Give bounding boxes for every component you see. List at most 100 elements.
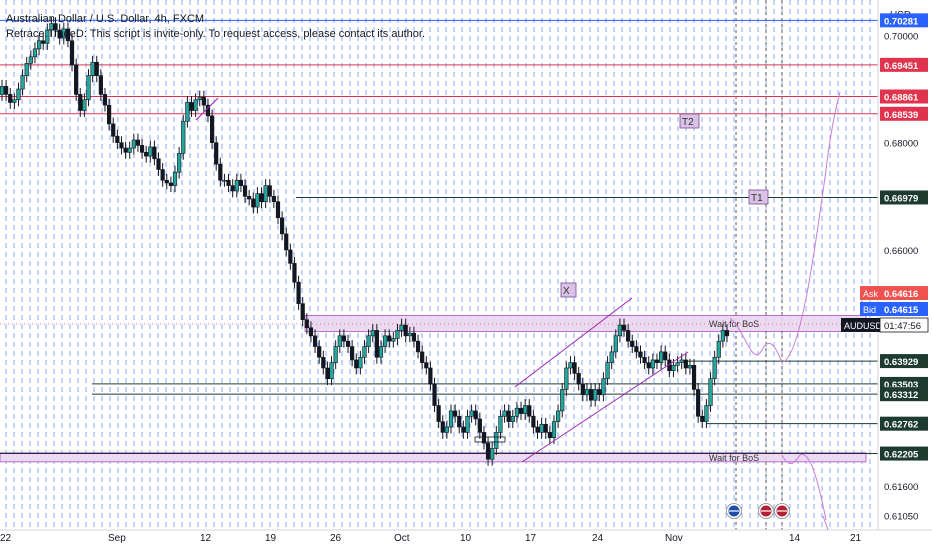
candle (247, 196, 252, 200)
countdown: 01:47:56 (884, 321, 921, 332)
candle (61, 28, 66, 39)
time-axis[interactable] (0, 530, 932, 550)
candle (696, 389, 701, 417)
symbol-tag: AUDUSD (844, 321, 883, 331)
candle (518, 407, 524, 414)
candle (572, 362, 577, 374)
ask-price: 0.64616 (884, 289, 918, 300)
candle (469, 410, 474, 417)
candle (65, 28, 71, 42)
candle (32, 48, 38, 58)
candle (57, 29, 62, 39)
x-tick-label: 22 (0, 533, 12, 544)
candle (168, 182, 173, 186)
level-price-label: 0.62762 (884, 420, 918, 431)
level-price-label: 0.68539 (884, 110, 918, 121)
candle (556, 410, 561, 422)
candle (317, 346, 322, 358)
candle (613, 335, 618, 353)
candle (94, 61, 99, 76)
projection-tail (822, 515, 829, 531)
candle (345, 340, 351, 347)
candle (560, 389, 565, 412)
projection-path-up (729, 91, 841, 363)
x-tick-label: 19 (265, 533, 277, 544)
candle (708, 378, 713, 406)
candle (704, 405, 709, 422)
candle (131, 139, 136, 149)
candle (111, 123, 116, 137)
wait-for-bos-zone (304, 315, 867, 332)
level-price-label: 0.66979 (884, 193, 918, 204)
candle (547, 432, 552, 439)
bid-price: 0.64615 (884, 305, 919, 316)
candle (531, 415, 536, 428)
candle (650, 359, 655, 369)
candle (395, 330, 400, 339)
candle (152, 146, 157, 160)
candle (0, 86, 5, 95)
candle (679, 359, 684, 363)
candle (41, 40, 46, 44)
channel-lower (521, 351, 689, 463)
candle (601, 378, 606, 396)
candle (82, 99, 87, 111)
candle (209, 115, 215, 143)
candle (115, 135, 120, 143)
candle (712, 356, 717, 380)
marker-t1: T1 (751, 193, 763, 204)
candle (218, 163, 223, 181)
level-price-tag (880, 354, 928, 369)
symbol-tag-box (841, 318, 880, 332)
candle (724, 330, 730, 337)
candle (8, 94, 13, 103)
candle (654, 359, 660, 363)
level-price-label: 0.63503 (884, 380, 918, 391)
candle (4, 86, 9, 95)
candle (440, 421, 445, 433)
candle (691, 365, 697, 390)
x-tick-label: 14 (789, 533, 801, 544)
candle (494, 432, 499, 449)
candle (609, 351, 614, 363)
candle (411, 332, 417, 342)
candle (580, 383, 585, 396)
candle (296, 281, 301, 304)
candle (671, 365, 676, 371)
candle (350, 346, 355, 361)
x-tick-label: 12 (200, 533, 212, 544)
candle (284, 233, 289, 251)
y-tick-label: 0.61050 (884, 512, 918, 523)
level-price-label: 0.63929 (884, 357, 918, 368)
x-tick-label: Nov (665, 533, 683, 544)
candle (362, 346, 367, 358)
countdown-box (879, 317, 929, 333)
bid-price-box (880, 302, 928, 316)
level-price-label: 0.69451 (884, 61, 919, 72)
candle (366, 335, 371, 347)
candle (119, 142, 124, 149)
candle (275, 201, 281, 219)
candle (597, 389, 602, 396)
candle (45, 29, 50, 44)
x-tick-label: Oct (394, 533, 410, 544)
candle (189, 102, 194, 111)
candle (634, 346, 639, 353)
price-axis[interactable] (878, 0, 932, 550)
candle (543, 424, 548, 433)
candle (333, 346, 338, 363)
candle (172, 171, 178, 186)
candle (387, 335, 392, 342)
candle (630, 340, 635, 347)
candle (214, 142, 219, 165)
candle (473, 410, 478, 420)
candle (584, 389, 590, 396)
candle (374, 330, 379, 358)
level-price-tag (880, 387, 928, 402)
y-tick-label: 0.61600 (884, 482, 918, 493)
ask-label: Ask (863, 289, 879, 299)
x-tick-label: 17 (525, 533, 537, 544)
candle (139, 145, 145, 153)
